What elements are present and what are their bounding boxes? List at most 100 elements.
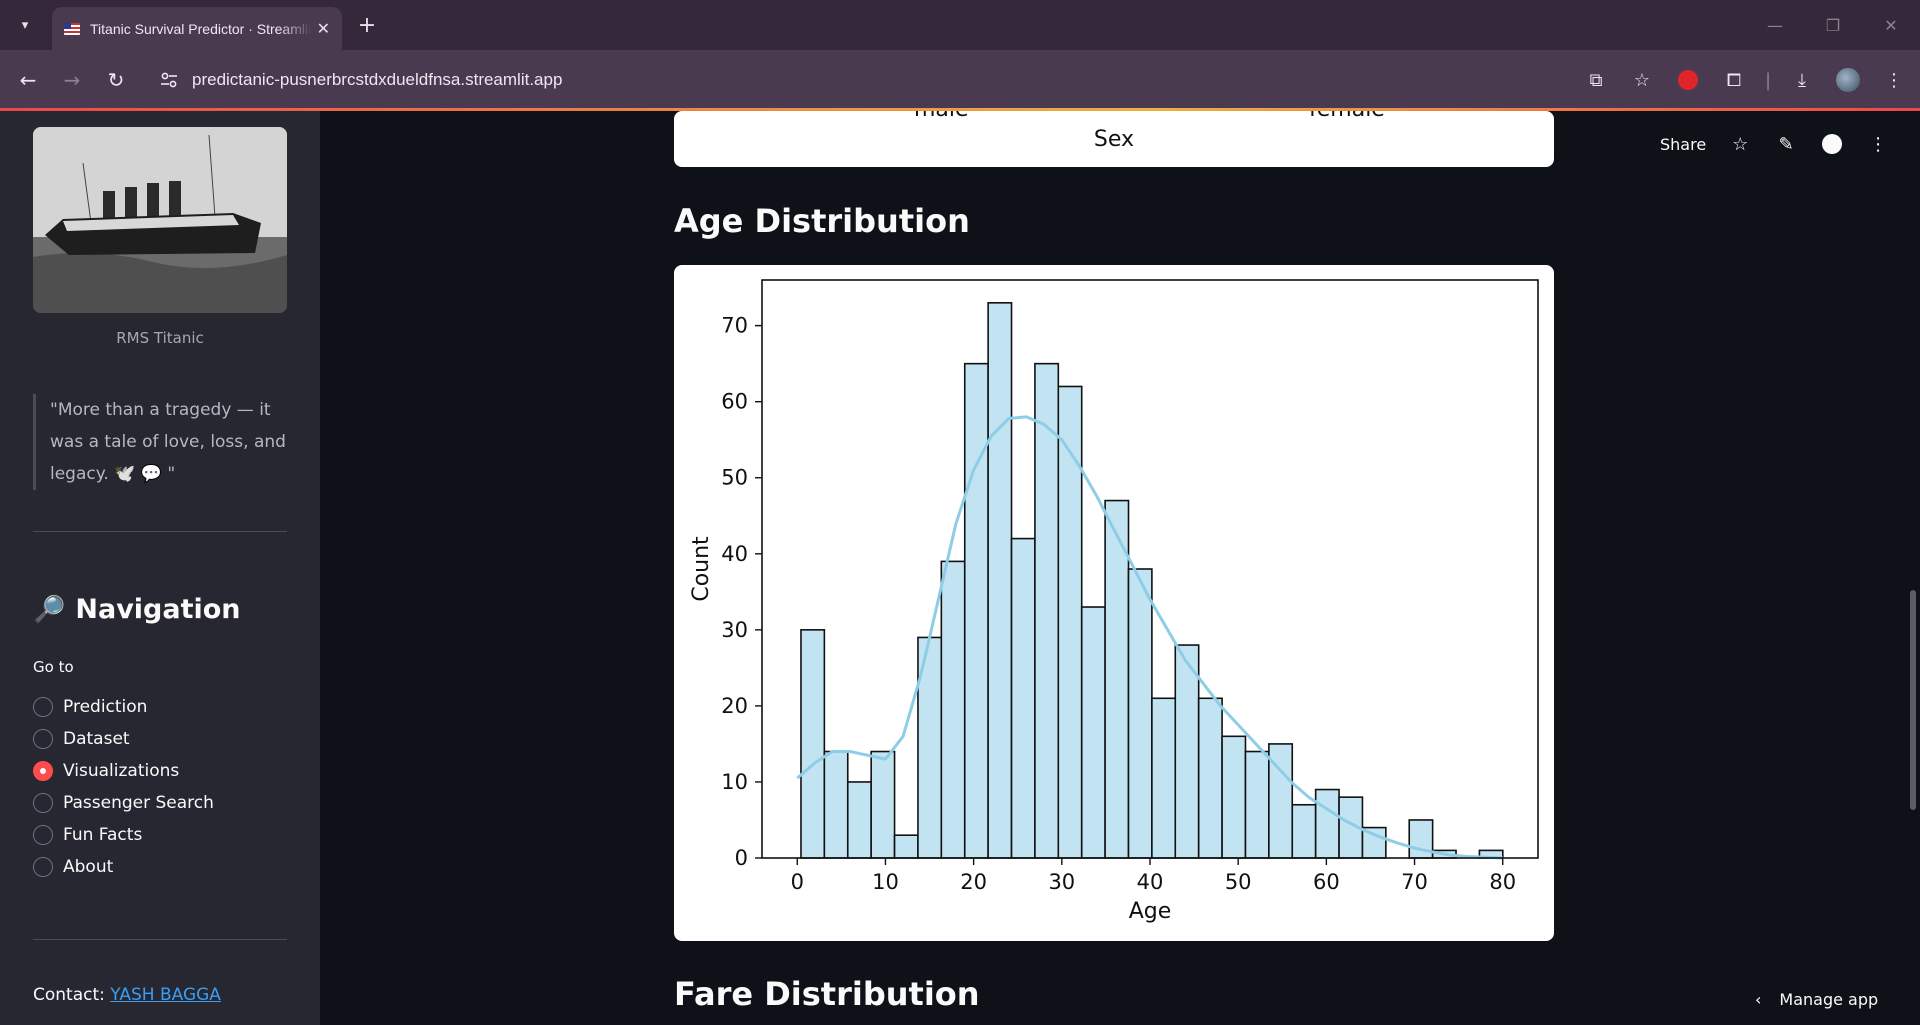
radio-circle-icon[interactable] <box>33 825 53 845</box>
sidebar-quote: "More than a tragedy — it was a tale of … <box>33 394 287 490</box>
tick-label: female <box>1309 111 1385 122</box>
nav-option-label: Visualizations <box>63 761 180 781</box>
navigation-radio-group: Prediction Dataset Visualizations Passen… <box>33 691 214 883</box>
bookmark-star-icon[interactable]: ☆ <box>1633 69 1651 91</box>
contact-line: Contact: YASH BAGGA <box>33 985 221 1005</box>
y-tick-label: 70 <box>721 314 748 338</box>
histogram-bar <box>1314 788 1340 859</box>
age-chart-card: 0 10 20 30 40 50 60 70 0 10 20 30 40 50 60 70 80 Age Count <box>674 265 1554 941</box>
manage-app-label: Manage app <box>1779 990 1879 1009</box>
url-text: predictanic-pusnerbrcstdxdueldfnsa.strea… <box>192 70 563 89</box>
toolbar-divider: | <box>1764 69 1772 91</box>
histogram-bar <box>893 834 919 859</box>
app-menu-kebab-icon[interactable]: ⋮ <box>1869 133 1888 155</box>
histogram-bar <box>987 302 1013 859</box>
radio-circle-icon[interactable] <box>33 857 53 877</box>
y-tick-label: 30 <box>721 618 748 642</box>
histogram-bar <box>1057 385 1083 859</box>
sidebar-divider <box>33 531 287 532</box>
sidebar-divider <box>33 939 287 940</box>
share-button[interactable]: Share <box>1660 134 1707 154</box>
x-tick-label: 70 <box>1401 870 1428 894</box>
downloads-icon[interactable]: ⤓ <box>1798 69 1806 91</box>
tick-label: male <box>914 111 969 122</box>
radio-circle-icon[interactable] <box>33 793 53 813</box>
contact-link[interactable]: YASH BAGGA <box>110 985 221 1005</box>
nav-option-label: Passenger Search <box>63 793 214 813</box>
histogram-bar <box>1034 362 1060 859</box>
histogram-bar <box>1127 568 1153 859</box>
sidebar: RMS Titanic "More than a tragedy — it wa… <box>0 111 320 1025</box>
close-window-icon[interactable]: ✕ <box>1884 15 1898 35</box>
install-app-icon[interactable]: ⧉ <box>1589 69 1603 91</box>
histogram-bar <box>1080 606 1106 859</box>
site-info-icon[interactable] <box>158 69 180 91</box>
nav-option-fun-facts[interactable]: Fun Facts <box>33 819 214 851</box>
histogram-bar <box>823 750 849 859</box>
navigation-heading-text: Navigation <box>75 594 241 625</box>
radio-circle-icon[interactable] <box>33 729 53 749</box>
omnibox[interactable]: predictanic-pusnerbrcstdxdueldfnsa.strea… <box>148 60 1768 100</box>
nav-option-passenger-search[interactable]: Passenger Search <box>33 787 214 819</box>
histogram-bar <box>1010 537 1036 859</box>
forward-arrow-icon[interactable]: → <box>63 68 81 92</box>
browser-tab[interactable]: Titanic Survival Predictor · Streamlit ✕ <box>52 7 342 50</box>
github-icon[interactable] <box>1820 132 1844 156</box>
extension-stop-icon[interactable] <box>1672 64 1704 96</box>
nav-option-prediction[interactable]: Prediction <box>33 691 214 723</box>
x-tick-label: 20 <box>960 870 987 894</box>
x-tick-label: 30 <box>1048 870 1075 894</box>
x-tick-label: 60 <box>1313 870 1340 894</box>
nav-option-about[interactable]: About <box>33 851 214 883</box>
titanic-ship-image <box>33 127 287 313</box>
radio-selected-icon[interactable] <box>33 761 53 781</box>
star-icon[interactable]: ☆ <box>1732 133 1749 155</box>
profile-avatar-icon[interactable] <box>1832 64 1864 96</box>
nav-option-label: About <box>63 857 114 877</box>
nav-option-dataset[interactable]: Dataset <box>33 723 214 755</box>
close-tab-icon[interactable]: ✕ <box>316 19 330 38</box>
histogram-bar <box>1291 803 1317 859</box>
new-tab-plus-icon[interactable]: + <box>357 12 377 38</box>
x-tick-label: 0 <box>791 870 804 894</box>
histogram-bar <box>1104 499 1130 859</box>
manage-app-button[interactable]: ‹ Manage app <box>1755 990 1878 1009</box>
navigation-heading: 🔎 Navigation <box>33 594 241 625</box>
histogram-bar <box>846 781 872 859</box>
x-tick-label: 10 <box>872 870 899 894</box>
extensions-puzzle-icon[interactable]: ⧠ <box>1726 69 1742 91</box>
histogram-bar <box>800 629 826 859</box>
histogram-bar <box>1151 697 1177 859</box>
go-to-label: Go to <box>33 658 74 676</box>
x-tick-label: 50 <box>1225 870 1252 894</box>
histogram-bar <box>963 362 989 859</box>
browser-address-bar: ← → ↻ predictanic-pusnerbrcstdxdueldfnsa… <box>0 50 1920 110</box>
image-caption: RMS Titanic <box>116 329 204 347</box>
age-distribution-heading: Age Distribution <box>674 202 970 240</box>
nav-option-label: Fun Facts <box>63 825 143 845</box>
nav-option-label: Dataset <box>63 729 130 749</box>
reload-icon[interactable]: ↻ <box>107 68 125 92</box>
browser-menu-kebab-icon[interactable]: ⋮ <box>1885 69 1903 91</box>
streamlit-header-decoration <box>0 108 1920 111</box>
histogram-bar <box>870 750 896 859</box>
back-arrow-icon[interactable]: ← <box>19 68 37 92</box>
edit-pencil-icon[interactable]: ✎ <box>1778 133 1794 155</box>
y-axis-label: Count <box>689 536 714 602</box>
age-histogram: 0 10 20 30 40 50 60 70 0 10 20 30 40 50 60 70 80 Age Count <box>689 279 1539 924</box>
tab-search-chevron-icon[interactable]: ▾ <box>21 17 29 33</box>
histogram-bar <box>1174 644 1200 859</box>
nav-option-visualizations[interactable]: Visualizations <box>33 755 214 787</box>
x-tick-label: 80 <box>1489 870 1516 894</box>
contact-label: Contact: <box>33 985 105 1005</box>
x-axis-label: Age <box>1129 899 1172 924</box>
minimize-icon[interactable]: — <box>1767 15 1783 35</box>
tab-title: Titanic Survival Predictor · Streamlit <box>90 20 312 37</box>
chevron-left-icon: ‹ <box>1755 990 1762 1009</box>
y-tick-label: 60 <box>721 390 748 414</box>
nav-option-label: Prediction <box>63 697 148 717</box>
radio-circle-icon[interactable] <box>33 697 53 717</box>
page-scrollbar[interactable] <box>1910 590 1916 810</box>
y-tick-label: 0 <box>735 846 748 870</box>
restore-icon[interactable]: ❐ <box>1825 15 1841 35</box>
